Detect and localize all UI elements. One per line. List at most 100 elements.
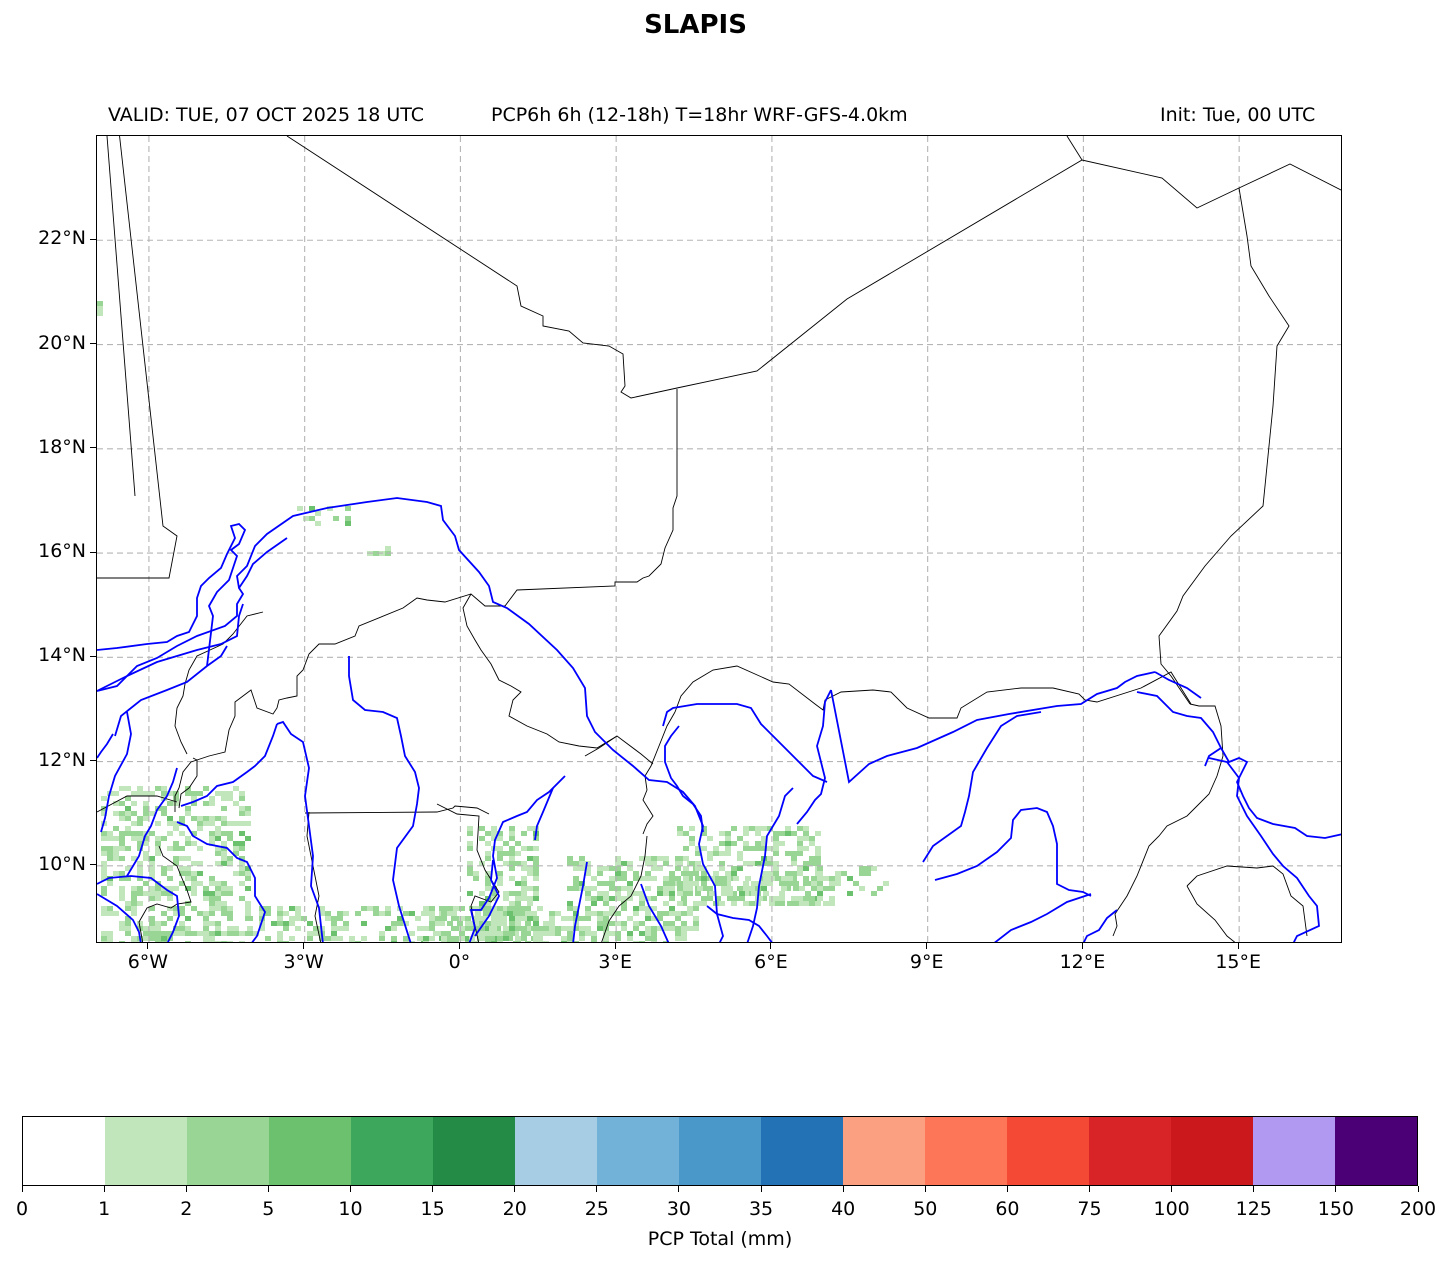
precip-cell <box>479 891 485 896</box>
precip-cell <box>657 886 663 891</box>
precip-cell <box>791 831 797 836</box>
precip-cell <box>853 881 859 886</box>
precip-cell <box>391 926 397 931</box>
precip-cell <box>423 941 429 942</box>
precip-cell <box>687 906 693 911</box>
precip-cell <box>651 866 657 871</box>
precip-cell <box>645 911 651 916</box>
init-time-label: Init: Tue, 00 UTC <box>1160 104 1316 126</box>
precip-cell <box>603 936 609 941</box>
precip-cell <box>203 921 209 926</box>
colorbar-tick-mark <box>432 1186 434 1192</box>
precip-cell <box>549 916 555 921</box>
precip-cell <box>185 886 191 891</box>
precip-cell <box>155 846 161 851</box>
precip-cell <box>467 921 473 926</box>
precip-cell <box>185 876 191 881</box>
precip-cell <box>423 936 429 941</box>
precip-cell <box>603 941 609 942</box>
colorbar-tick-mark <box>760 1186 762 1192</box>
precip-cell <box>453 906 459 911</box>
precip-cell <box>579 936 585 941</box>
precip-cell <box>345 506 351 511</box>
precip-cell <box>491 886 497 891</box>
precip-cell <box>633 891 639 896</box>
precip-cell <box>603 901 609 906</box>
precip-cell <box>515 841 521 846</box>
precip-cell <box>233 846 239 851</box>
precip-cell <box>149 921 155 926</box>
precip-cell <box>677 861 683 866</box>
precip-cell <box>495 916 501 921</box>
precip-cell <box>173 821 179 826</box>
precip-cell <box>239 831 245 836</box>
precip-cell <box>567 901 573 906</box>
precip-cell <box>727 891 733 896</box>
map-canvas <box>97 136 1341 942</box>
precip-cell <box>107 836 113 841</box>
precip-cell <box>503 891 509 896</box>
precip-cell <box>793 901 799 906</box>
precip-cell <box>143 841 149 846</box>
precip-cell <box>785 831 791 836</box>
precip-cell <box>645 871 651 876</box>
precip-cell <box>811 881 817 886</box>
precip-cell <box>681 931 687 936</box>
precip-cell <box>283 941 289 942</box>
precip-cell <box>579 926 585 931</box>
precip-cell <box>603 921 609 926</box>
precip-cell <box>429 911 435 916</box>
precip-cell <box>689 836 695 841</box>
precip-cell <box>191 801 197 806</box>
precip-cell <box>697 886 703 891</box>
precip-cell <box>191 831 197 836</box>
precip-cell <box>441 936 447 941</box>
precip-cell <box>155 786 161 791</box>
precip-cell <box>491 891 497 896</box>
precip-cell <box>817 866 823 871</box>
precip-cell <box>245 836 251 841</box>
precip-cell <box>155 851 161 856</box>
precip-cell <box>573 881 579 886</box>
precip-cell <box>497 911 503 916</box>
precip-cell <box>743 901 749 906</box>
precip-cell <box>525 931 531 936</box>
precip-cell <box>773 871 779 876</box>
precip-cell <box>497 856 503 861</box>
precip-cell <box>767 871 773 876</box>
precip-cell <box>179 921 185 926</box>
precip-cell <box>227 941 233 942</box>
precip-cell <box>239 796 245 801</box>
precip-cell <box>797 896 803 901</box>
precip-cell <box>435 916 441 921</box>
precip-cell <box>681 886 687 891</box>
precip-cell <box>693 926 699 931</box>
precip-cell <box>689 861 695 866</box>
precip-cell <box>131 811 137 816</box>
precip-cell <box>683 856 689 861</box>
precip-cell <box>131 831 137 836</box>
precip-cell <box>491 921 497 926</box>
precip-cell <box>829 886 835 891</box>
chart-title: SLAPIS <box>644 10 747 40</box>
precip-cell <box>295 916 301 921</box>
colorbar-tick-label: 1 <box>98 1198 111 1220</box>
precip-cell <box>143 801 149 806</box>
precip-cell <box>173 911 179 916</box>
precip-cell <box>621 906 627 911</box>
precip-cell <box>719 901 725 906</box>
precip-cell <box>597 871 603 876</box>
precip-cell <box>687 926 693 931</box>
precip-cell <box>501 916 507 921</box>
precip-cell <box>521 876 527 881</box>
precip-cell <box>651 926 657 931</box>
precip-cell <box>221 856 227 861</box>
precip-cell <box>669 921 675 926</box>
precip-cell <box>829 901 835 906</box>
precip-cell <box>609 921 615 926</box>
precip-cell <box>743 831 749 836</box>
precip-cell <box>309 516 315 521</box>
precip-cell <box>737 836 743 841</box>
precip-cell <box>785 851 791 856</box>
precip-cell <box>137 866 143 871</box>
